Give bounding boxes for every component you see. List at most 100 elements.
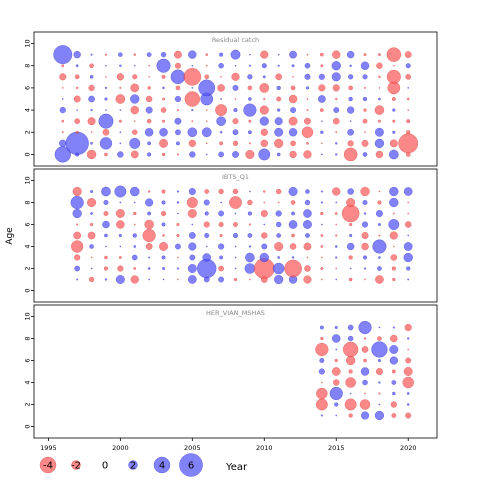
bubble-point [118, 119, 122, 123]
bubble-point [289, 150, 297, 159]
bubble-point [248, 119, 252, 123]
bubble-point [392, 277, 396, 282]
bubble-point [101, 186, 111, 197]
bubble-point [159, 242, 168, 251]
bubble-point [184, 91, 200, 107]
bubble-point [117, 265, 124, 272]
bubble-point [276, 85, 281, 91]
bubble-point [320, 211, 324, 216]
bubble-point [215, 104, 227, 116]
bubble-point [90, 109, 93, 112]
bubble-point [406, 266, 411, 271]
x-tick-label: 2010 [256, 444, 273, 452]
bubble-point [305, 233, 310, 238]
bubble-point [349, 267, 352, 270]
bubble-point [403, 242, 413, 251]
bubble-point [407, 403, 410, 406]
bubble-point [76, 109, 78, 111]
bubble-point [245, 252, 255, 263]
bubble-point [144, 128, 154, 137]
bubble-point [364, 392, 366, 395]
bubble-point [118, 52, 123, 57]
bubble-point [71, 240, 84, 253]
bubble-point [73, 231, 82, 240]
bubble-point [389, 231, 398, 240]
bubble-point [187, 127, 198, 138]
bubble-point [177, 256, 179, 259]
bubble-point [258, 148, 271, 161]
bubble-point [218, 243, 225, 250]
bubble-point [377, 119, 381, 123]
bubble-point [393, 64, 395, 67]
bubble-point [362, 221, 369, 228]
bubble-point [276, 152, 281, 157]
bubble-point [303, 209, 312, 218]
bubble-point [363, 53, 367, 57]
bubble-point [321, 120, 323, 122]
y-tick-label: 4 [23, 380, 31, 384]
bubble-point [343, 147, 358, 162]
bubble-point [263, 201, 266, 204]
bubble-point [176, 141, 180, 146]
bubble-point [348, 255, 353, 260]
bubble-point [407, 234, 409, 237]
bubble-point [321, 381, 323, 384]
x-tick-label: 2005 [184, 444, 201, 452]
bubble-point [234, 245, 237, 248]
bubble-point [375, 368, 383, 375]
bubble-point [247, 85, 253, 91]
bubble-point [335, 97, 338, 101]
legend-label: -4 [43, 461, 53, 472]
bubble-point [303, 220, 312, 229]
bubble-point [290, 85, 296, 91]
bubble-point [274, 138, 284, 148]
bubble-point [348, 277, 353, 282]
bubble-point [73, 51, 81, 59]
bubble-point [347, 140, 354, 147]
y-tick-label: 10 [23, 176, 31, 184]
bubble-point [388, 219, 400, 230]
bubble-point [133, 120, 136, 122]
bubble-point [232, 84, 239, 91]
bubble-point [232, 118, 239, 125]
bubble-point [303, 242, 312, 251]
bubble-point [218, 222, 224, 227]
bubble-point [76, 278, 79, 281]
bubble-point [116, 220, 125, 229]
bubble-point [205, 120, 208, 122]
bubble-point [90, 267, 93, 270]
bubble-point [377, 336, 382, 341]
bubble-point [218, 210, 224, 217]
bubble-point [406, 130, 411, 135]
bubble-point [247, 233, 253, 238]
bubble-point [220, 201, 222, 204]
bubble-point [303, 275, 312, 284]
bubble-point [361, 346, 369, 353]
bubble-point [318, 95, 326, 103]
bubble-point [248, 97, 252, 101]
bubble-point [291, 64, 295, 68]
bubble-point [362, 74, 368, 80]
bubble-point [405, 412, 412, 419]
legend-bubble [153, 456, 171, 474]
bubble-point [363, 337, 367, 340]
bubble-point [320, 267, 324, 270]
bubble-point [233, 108, 238, 113]
bubble-point [191, 87, 194, 89]
bubble-point [129, 137, 141, 149]
bubble-point [347, 106, 355, 114]
bubble-point [348, 413, 353, 418]
bubble-point [407, 87, 409, 89]
bubble-point [87, 231, 96, 240]
panel-2: IBTS_Q1 0 2 4 6 8 10 [23, 168, 438, 303]
bubble-point [89, 276, 95, 283]
bubble-point [161, 189, 166, 194]
bubble-point [273, 262, 285, 275]
bubble-point [65, 131, 89, 155]
bubble-point [176, 153, 179, 156]
bubble-point [103, 211, 109, 216]
bubble-point [89, 63, 94, 69]
bubble-point [176, 201, 180, 204]
bubble-point [244, 263, 256, 274]
bubble-point [132, 129, 138, 135]
